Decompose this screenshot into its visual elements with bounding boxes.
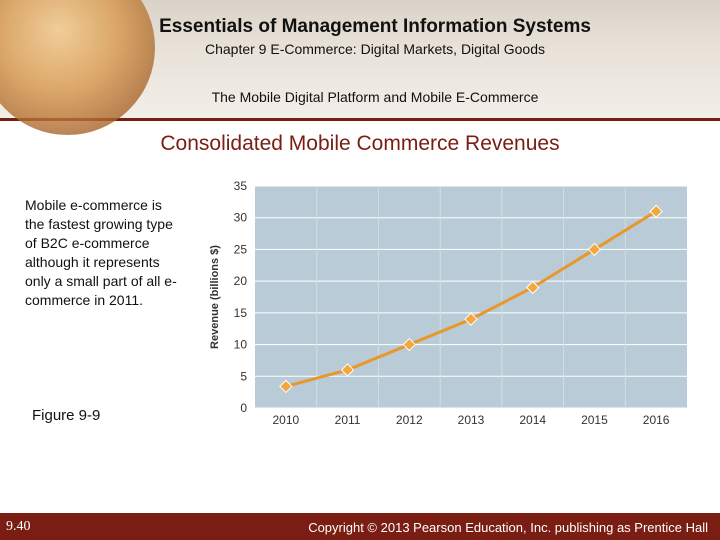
y-tick-label: 10 xyxy=(234,338,248,352)
data-point xyxy=(649,204,663,219)
data-point xyxy=(526,280,540,295)
y-tick-label: 25 xyxy=(234,242,248,256)
y-tick-label: 35 xyxy=(234,179,248,193)
chapter-title: Chapter 9 E-Commerce: Digital Markets, D… xyxy=(204,41,545,57)
section-topic: The Mobile Digital Platform and Mobile E… xyxy=(211,89,539,105)
y-tick-label: 0 xyxy=(240,401,247,415)
y-tick-label: 15 xyxy=(234,306,248,320)
data-point xyxy=(279,379,293,394)
slide-footer: 9.40 Copyright © 2013 Pearson Education,… xyxy=(0,513,720,540)
plot-area xyxy=(255,186,687,408)
body-text: Mobile e-commerce is the fastest growing… xyxy=(25,197,177,308)
y-axis-label: Revenue (billions $) xyxy=(209,245,221,349)
x-tick-label: 2013 xyxy=(458,413,485,427)
x-tick-label: 2011 xyxy=(335,413,361,427)
slide-header: Essentials of Management Information Sys… xyxy=(0,0,720,135)
copyright-text: Copyright © 2013 Pearson Education, Inc.… xyxy=(308,520,708,535)
slide-title: Consolidated Mobile Commerce Revenues xyxy=(160,132,560,155)
data-point xyxy=(340,363,355,377)
x-tick-label: 2016 xyxy=(643,413,670,427)
y-tick-label: 30 xyxy=(234,211,248,225)
data-point xyxy=(464,312,478,326)
x-tick-label: 2015 xyxy=(581,413,608,427)
y-tick-label: 5 xyxy=(240,369,247,383)
slide-number: 9.40 xyxy=(6,519,31,534)
y-tick-label: 20 xyxy=(234,274,248,288)
revenue-line-chart: 0 5 10 15 20 25 30 35 2010 2011 2012 2013 2014 2015 20… xyxy=(209,179,687,427)
data-point xyxy=(587,242,602,257)
course-title: Essentials of Management Information Sys… xyxy=(159,16,591,37)
figure-label: Figure 9-9 xyxy=(32,407,101,424)
x-tick-label: 2012 xyxy=(396,413,423,427)
x-tick-label: 2014 xyxy=(519,413,546,427)
data-point xyxy=(402,337,416,352)
x-tick-label: 2010 xyxy=(273,413,300,427)
